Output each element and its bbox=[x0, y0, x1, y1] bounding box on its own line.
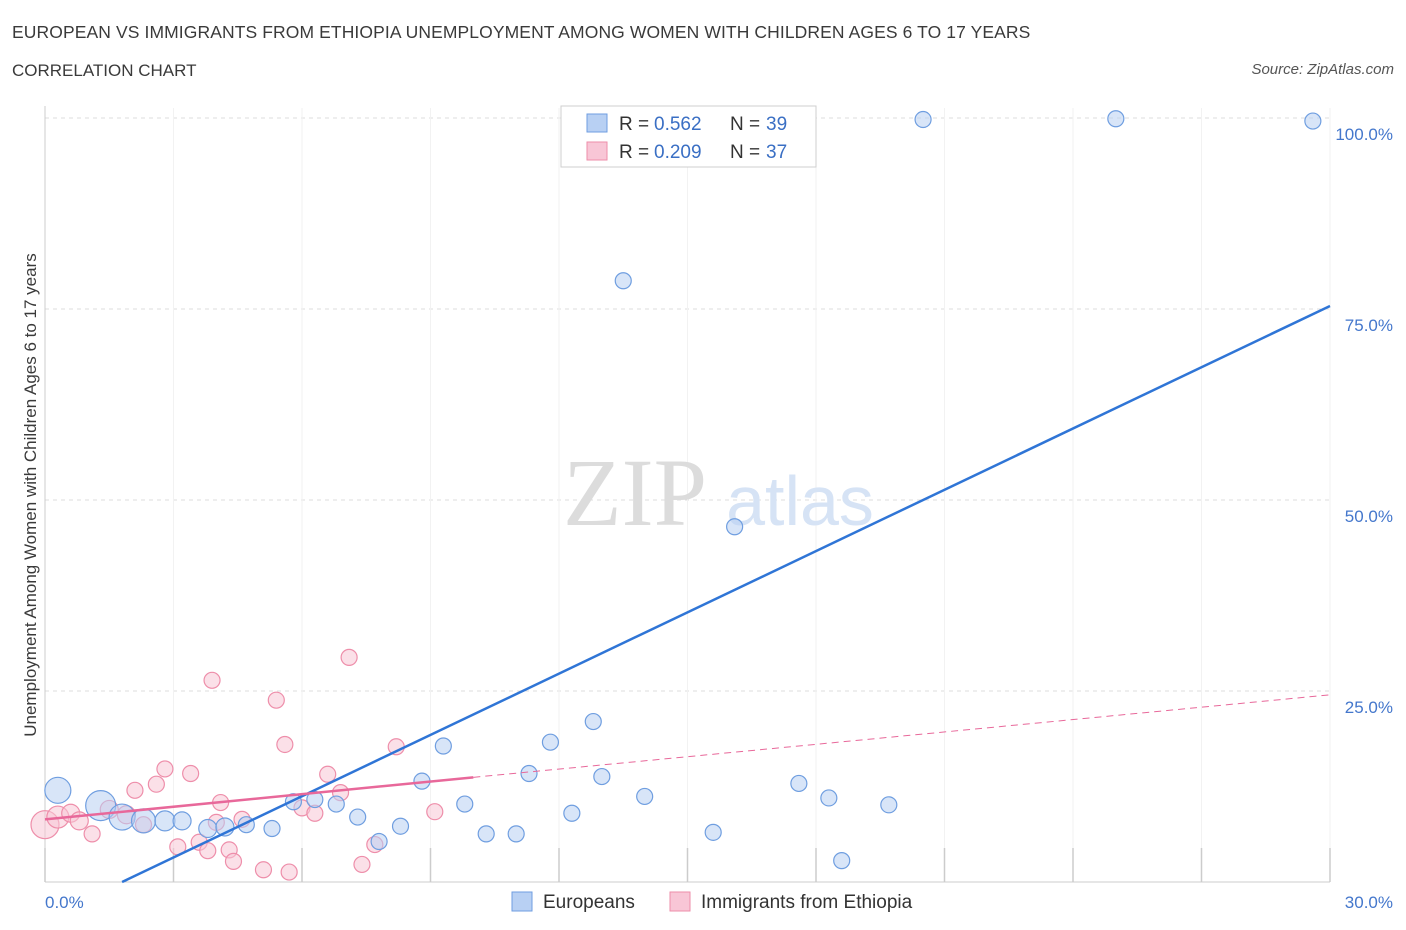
europeans-point bbox=[790, 774, 808, 793]
watermark: ZIP atlas bbox=[563, 439, 874, 546]
ethiopia-point bbox=[147, 775, 165, 793]
ethiopia-point bbox=[254, 861, 273, 879]
x-tick-label: 30.0% bbox=[1345, 893, 1393, 912]
ethiopia-point bbox=[280, 863, 298, 881]
trendlines bbox=[44, 304, 1331, 884]
bottom-legend-swatch-europeans bbox=[511, 891, 533, 912]
x-tick-label: 0.0% bbox=[45, 893, 84, 912]
legend-n-value-ethiopia: 37 bbox=[766, 142, 787, 163]
ethiopia-point bbox=[426, 803, 444, 821]
europeans-point bbox=[1107, 110, 1125, 128]
bottom-legend-swatch-ethiopia bbox=[669, 891, 691, 912]
europeans-point bbox=[477, 825, 495, 843]
legend-swatch-ethiopia bbox=[586, 141, 608, 161]
europeans-point bbox=[636, 787, 654, 806]
europeans-point bbox=[172, 811, 192, 831]
y-tick-label: 75.0% bbox=[1345, 316, 1393, 335]
ethiopia-point bbox=[319, 765, 337, 783]
bottom-legend-ethiopia: Immigrants from Ethiopia bbox=[701, 892, 913, 913]
source-label: Source: ZipAtlas.com bbox=[1251, 61, 1394, 78]
y-axis-title: Unemployment Among Women with Children A… bbox=[21, 253, 40, 737]
bottom-legend-europeans: Europeans bbox=[543, 892, 635, 913]
legend-r-value-europeans: 0.562 bbox=[654, 114, 702, 135]
watermark-atlas: atlas bbox=[726, 462, 874, 540]
y-tick-label: 50.0% bbox=[1345, 507, 1393, 526]
y-tick-label: 25.0% bbox=[1345, 698, 1393, 717]
europeans-point bbox=[593, 767, 611, 786]
chart-title: EUROPEAN VS IMMIGRANTS FROM ETHIOPIA UNE… bbox=[12, 22, 1031, 42]
europeans-point bbox=[434, 737, 452, 755]
legend-r-value-ethiopia: 0.209 bbox=[654, 142, 702, 163]
europeans-point bbox=[130, 808, 157, 834]
ethiopia-point bbox=[199, 842, 217, 860]
europeans-point bbox=[726, 518, 744, 536]
europeans-point bbox=[520, 764, 538, 783]
europeans-point bbox=[198, 818, 218, 839]
ethiopia-point bbox=[224, 852, 243, 870]
europeans-point bbox=[44, 776, 72, 804]
europeans-point bbox=[327, 795, 345, 813]
chart-subtitle: CORRELATION CHART bbox=[12, 61, 197, 80]
europeans-point bbox=[154, 810, 176, 832]
series-europeans-points bbox=[44, 110, 1322, 870]
europeans-point bbox=[349, 808, 367, 826]
axes bbox=[44, 106, 1331, 883]
europeans-point bbox=[584, 712, 602, 731]
ethiopia-point bbox=[353, 855, 371, 874]
europeans-point bbox=[306, 790, 324, 809]
legend-swatch-europeans bbox=[586, 113, 608, 133]
europeans-point bbox=[456, 795, 474, 813]
top-legend: R = 0.562 N = 39 R = 0.209 N = 37 bbox=[560, 105, 817, 168]
legend-n-label: N = bbox=[730, 142, 760, 163]
europeans-point bbox=[541, 733, 560, 751]
bottom-legend: Europeans Immigrants from Ethiopia bbox=[511, 891, 913, 913]
tick-labels: 25.0% 50.0% 75.0% 100.0% 0.0% 30.0% bbox=[45, 125, 1393, 912]
ethiopia-point bbox=[126, 781, 144, 799]
ethiopia-point bbox=[267, 691, 285, 709]
ethiopia-point bbox=[276, 735, 294, 754]
ethiopia-point bbox=[340, 648, 358, 666]
legend-n-label: N = bbox=[730, 114, 760, 135]
ethiopia-point bbox=[83, 825, 101, 843]
legend-r-label: R = bbox=[619, 114, 649, 135]
europeans-point bbox=[370, 832, 388, 851]
europeans-point bbox=[704, 823, 722, 841]
europeans-trendline bbox=[121, 304, 1331, 884]
europeans-point bbox=[1304, 112, 1322, 130]
europeans-point bbox=[833, 852, 851, 870]
europeans-point bbox=[108, 803, 136, 831]
legend-n-value-europeans: 39 bbox=[766, 114, 787, 135]
ethiopia-trendline bbox=[44, 776, 474, 821]
ethiopia-point bbox=[182, 764, 200, 783]
europeans-point bbox=[507, 825, 525, 843]
europeans-point bbox=[614, 272, 632, 290]
europeans-point bbox=[263, 819, 281, 838]
legend-r-label: R = bbox=[619, 142, 649, 163]
europeans-point bbox=[880, 796, 898, 814]
europeans-point bbox=[563, 804, 581, 822]
europeans-point bbox=[914, 110, 932, 129]
ethiopia-point bbox=[156, 760, 174, 778]
europeans-point bbox=[820, 789, 838, 807]
y-tick-label: 100.0% bbox=[1335, 125, 1393, 144]
europeans-point bbox=[391, 817, 410, 835]
watermark-zip: ZIP bbox=[563, 439, 707, 546]
ethiopia-point bbox=[203, 671, 221, 689]
